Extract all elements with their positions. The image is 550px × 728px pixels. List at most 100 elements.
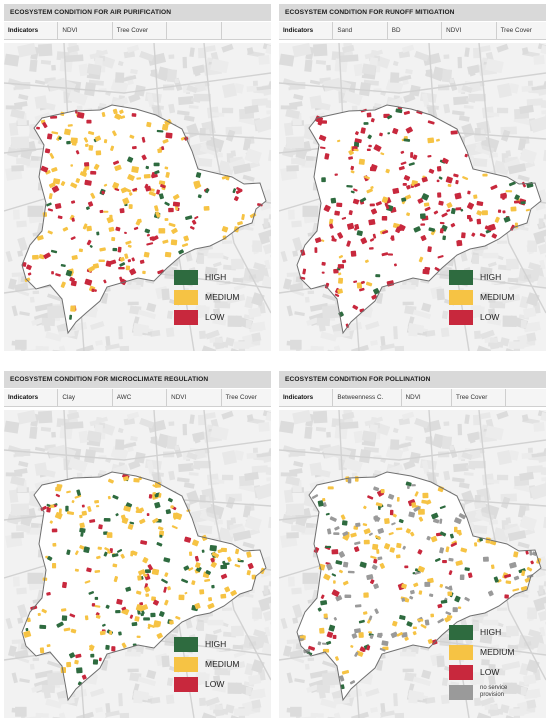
urban-block [182,423,188,436]
urban-block [27,205,44,217]
urban-block [182,56,188,69]
patch-low [441,157,449,164]
legend-label-high: HIGH [205,272,227,282]
patch-medium [430,535,438,543]
urban-block [168,470,176,481]
patch-medium [55,486,61,492]
urban-block [461,451,473,461]
patch-medium [207,602,215,610]
urban-block [309,462,323,476]
patch-no-service [386,503,392,508]
patch-low [390,235,395,241]
patch-high [183,565,190,571]
patch-medium [75,178,81,184]
urban-block [378,716,391,718]
urban-block [34,302,54,312]
urban-block [26,527,43,535]
urban-block [380,703,386,714]
patch-low [156,189,161,195]
urban-block [12,209,20,220]
patch-low [168,207,174,213]
patch-medium [127,523,134,530]
patch-medium [88,145,94,151]
patch-low [403,175,411,181]
patch-low [467,190,471,195]
indicators-label: Indicators [8,394,39,401]
urban-block [146,460,155,474]
patch-medium [328,218,334,225]
urban-block [8,489,19,503]
urban-block [496,622,504,628]
patch-high [88,591,94,595]
patch-no-service [329,516,337,522]
patch-medium [114,164,122,172]
patch-no-service [368,532,373,536]
urban-block [526,699,537,709]
urban-block [103,349,116,351]
urban-block [204,45,216,53]
patch-low [381,215,388,221]
legend-item-high: HIGH [449,267,514,287]
patch-high [150,612,156,618]
urban-block [183,115,195,122]
patch-medium [358,158,365,165]
patch-no-service [351,633,358,639]
urban-block [543,149,546,163]
urban-block [523,688,541,700]
patch-low [521,181,526,188]
urban-block [482,252,499,259]
patch-medium [103,210,109,213]
urban-block [166,677,174,687]
patch-low [421,176,428,183]
legend-label-high: HIGH [205,639,227,649]
indicator-ndvi: NDVI [400,389,451,406]
patch-medium [94,135,102,142]
patch-high [325,512,330,516]
patch-high [232,188,237,194]
patch-medium [63,627,71,632]
urban-block [176,477,190,483]
patch-no-service [342,561,349,568]
urban-block [414,50,430,62]
patch-medium [338,255,344,259]
urban-block [124,651,141,657]
urban-block [194,672,210,685]
patch-no-service [354,604,362,608]
patch-no-service [449,585,453,591]
patch-no-service [402,545,406,550]
patch-medium [211,551,220,558]
patch-low [84,179,92,186]
patch-medium [156,632,163,639]
patch-no-service [333,617,337,621]
patch-low [400,150,405,154]
patch-medium [162,239,169,244]
urban-block [479,633,493,644]
urban-block [193,93,211,102]
urban-block [496,107,509,114]
patch-no-service [458,513,466,520]
urban-block [292,410,312,425]
condition-patches [298,476,542,690]
urban-block [34,95,48,109]
urban-block [467,66,476,77]
urban-block [268,581,271,588]
patch-low [141,154,147,161]
patch-low [146,233,150,237]
patch-high [408,162,415,166]
patch-medium [171,525,178,530]
panel-title: ECOSYSTEM CONDITION FOR AIR PURIFICATION [4,4,271,21]
urban-block [485,418,494,428]
urban-block [211,112,225,117]
patch-low [115,226,121,232]
urban-block [213,519,223,525]
patch-low [479,233,486,238]
urban-block [518,226,529,231]
urban-block [378,349,391,351]
patch-medium [49,152,55,159]
patch-low [320,146,326,150]
urban-block [10,475,26,487]
urban-block [486,112,500,117]
patch-low [530,560,534,565]
urban-block [4,420,20,434]
patch-medium [164,599,169,606]
